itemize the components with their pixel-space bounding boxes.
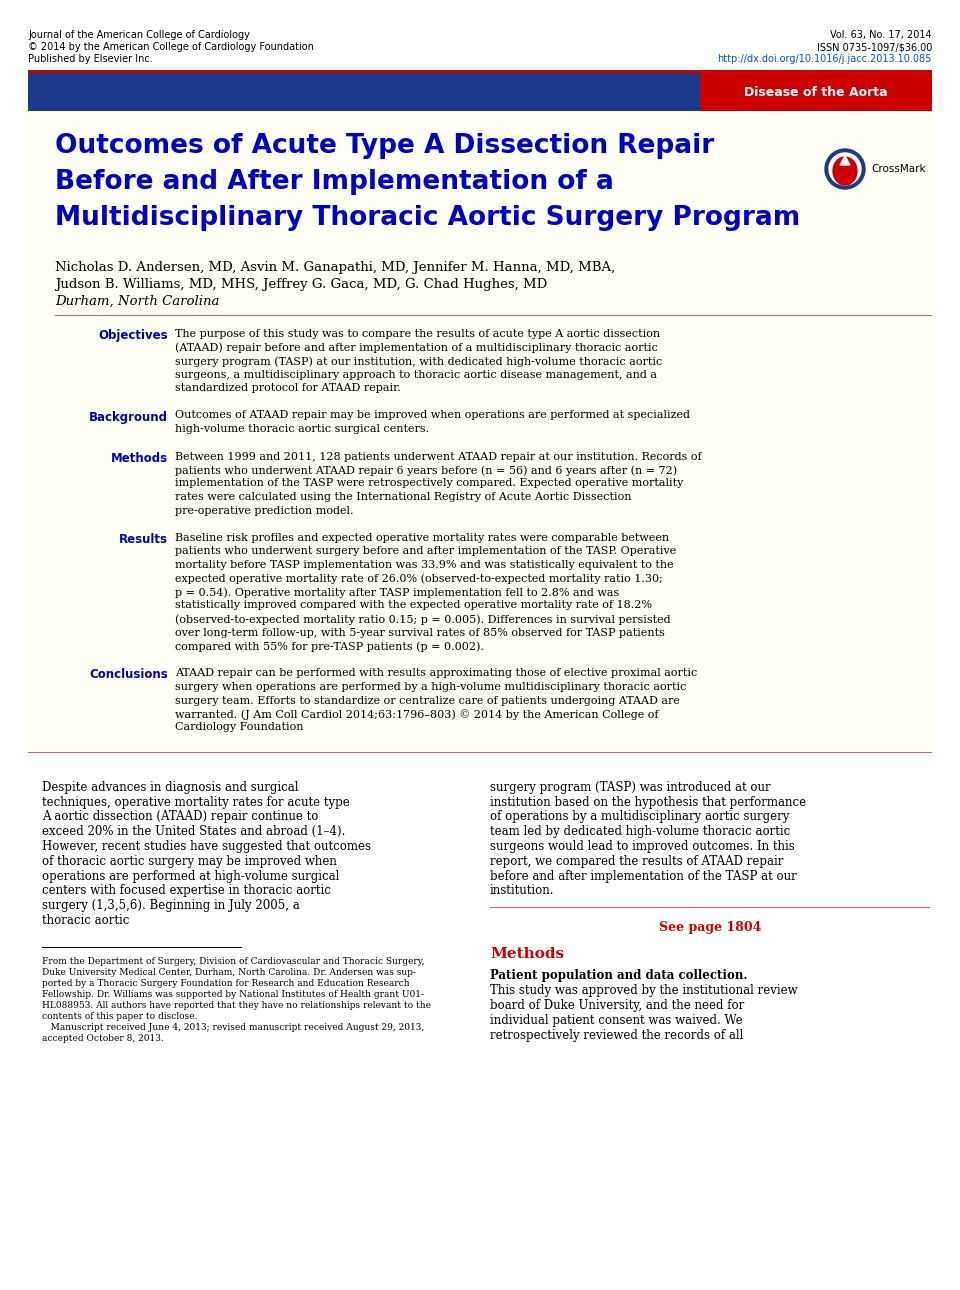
Text: http://dx.doi.org/10.1016/j.jacc.2013.10.085: http://dx.doi.org/10.1016/j.jacc.2013.10… xyxy=(718,54,932,64)
Text: Fellowship. Dr. Williams was supported by National Institutes of Health grant U0: Fellowship. Dr. Williams was supported b… xyxy=(42,989,424,998)
Text: (observed-to-expected mortality ratio 0.15; p = 0.005). Differences in survival : (observed-to-expected mortality ratio 0.… xyxy=(175,614,671,624)
Bar xyxy=(28,111,932,895)
Text: © 2014 by the American College of Cardiology Foundation: © 2014 by the American College of Cardio… xyxy=(28,43,314,52)
Text: Outcomes of ATAAD repair may be improved when operations are performed at specia: Outcomes of ATAAD repair may be improved… xyxy=(175,410,690,421)
Text: mortality before TASP implementation was 33.9% and was statistically equivalent : mortality before TASP implementation was… xyxy=(175,560,674,570)
Text: high-volume thoracic aortic surgical centers.: high-volume thoracic aortic surgical cen… xyxy=(175,424,429,433)
Bar xyxy=(28,753,932,1290)
Text: ported by a Thoracic Surgery Foundation for Research and Education Research: ported by a Thoracic Surgery Foundation … xyxy=(42,979,410,988)
Text: implementation of the TASP were retrospectively compared. Expected operative mor: implementation of the TASP were retrospe… xyxy=(175,479,684,489)
Text: Objectives: Objectives xyxy=(98,329,168,342)
Text: Methods: Methods xyxy=(110,451,168,464)
Text: patients who underwent ATAAD repair 6 years before (n = 56) and 6 years after (n: patients who underwent ATAAD repair 6 ye… xyxy=(175,464,677,476)
Text: patients who underwent surgery before and after implementation of the TASP. Oper: patients who underwent surgery before an… xyxy=(175,547,676,556)
Text: surgery program (TASP) at our institution, with dedicated high-volume thoracic a: surgery program (TASP) at our institutio… xyxy=(175,356,662,366)
Text: ATAAD repair can be performed with results approximating those of elective proxi: ATAAD repair can be performed with resul… xyxy=(175,668,697,679)
Text: A aortic dissection (ATAAD) repair continue to: A aortic dissection (ATAAD) repair conti… xyxy=(42,810,319,823)
Text: of thoracic aortic surgery may be improved when: of thoracic aortic surgery may be improv… xyxy=(42,855,337,868)
Text: board of Duke University, and the need for: board of Duke University, and the need f… xyxy=(490,998,744,1011)
Bar xyxy=(28,74,932,111)
Text: surgery program (TASP) was introduced at our: surgery program (TASP) was introduced at… xyxy=(490,780,771,793)
Text: of operations by a multidisciplinary aortic surgery: of operations by a multidisciplinary aor… xyxy=(490,810,789,823)
Text: statistically improved compared with the expected operative mortality rate of 18: statistically improved compared with the… xyxy=(175,601,652,610)
Polygon shape xyxy=(840,156,850,165)
Text: Durham, North Carolina: Durham, North Carolina xyxy=(55,295,220,308)
Text: contents of this paper to disclose.: contents of this paper to disclose. xyxy=(42,1011,198,1020)
Text: surgeons would lead to improved outcomes. In this: surgeons would lead to improved outcomes… xyxy=(490,840,795,853)
Text: exceed 20% in the United States and abroad (1–4).: exceed 20% in the United States and abro… xyxy=(42,826,346,838)
Text: surgery team. Efforts to standardize or centralize care of patients undergoing A: surgery team. Efforts to standardize or … xyxy=(175,695,680,706)
Text: Disease of the Aorta: Disease of the Aorta xyxy=(744,85,888,98)
Text: ISSN 0735-1097/$36.00: ISSN 0735-1097/$36.00 xyxy=(817,43,932,52)
Text: Nicholas D. Andersen, MD, Asvin M. Ganapathi, MD, Jennifer M. Hanna, MD, MBA,: Nicholas D. Andersen, MD, Asvin M. Ganap… xyxy=(55,261,615,273)
Text: Journal of the American College of Cardiology: Journal of the American College of Cardi… xyxy=(28,30,250,40)
Text: surgery (1,3,5,6). Beginning in July 2005, a: surgery (1,3,5,6). Beginning in July 200… xyxy=(42,899,300,912)
Text: Between 1999 and 2011, 128 patients underwent ATAAD repair at our institution. R: Between 1999 and 2011, 128 patients unde… xyxy=(175,451,702,462)
Text: Judson B. Williams, MD, MHS, Jeffrey G. Gaca, MD, G. Chad Hughes, MD: Judson B. Williams, MD, MHS, Jeffrey G. … xyxy=(55,279,547,292)
Text: centers with focused expertise in thoracic aortic: centers with focused expertise in thorac… xyxy=(42,885,331,898)
Text: thoracic aortic: thoracic aortic xyxy=(42,915,130,928)
Text: warranted. (J Am Coll Cardiol 2014;63:1796–803) © 2014 by the American College o: warranted. (J Am Coll Cardiol 2014;63:17… xyxy=(175,710,659,720)
Text: institution.: institution. xyxy=(490,885,555,898)
Text: institution based on the hypothesis that performance: institution based on the hypothesis that… xyxy=(490,796,806,809)
Text: Published by Elsevier Inc.: Published by Elsevier Inc. xyxy=(28,54,153,64)
Text: report, we compared the results of ATAAD repair: report, we compared the results of ATAAD… xyxy=(490,855,783,868)
Text: Before and After Implementation of a: Before and After Implementation of a xyxy=(55,169,613,195)
Text: From the Department of Surgery, Division of Cardiovascular and Thoracic Surgery,: From the Department of Surgery, Division… xyxy=(42,957,424,966)
Text: before and after implementation of the TASP at our: before and after implementation of the T… xyxy=(490,869,797,882)
Text: Multidisciplinary Thoracic Aortic Surgery Program: Multidisciplinary Thoracic Aortic Surger… xyxy=(55,205,801,231)
Text: Despite advances in diagnosis and surgical: Despite advances in diagnosis and surgic… xyxy=(42,780,299,793)
Text: individual patient consent was waived. We: individual patient consent was waived. W… xyxy=(490,1014,743,1027)
Text: However, recent studies have suggested that outcomes: However, recent studies have suggested t… xyxy=(42,840,371,853)
Bar xyxy=(28,70,932,74)
Text: Cardiology Foundation: Cardiology Foundation xyxy=(175,722,303,733)
Text: Baseline risk profiles and expected operative mortality rates were comparable be: Baseline risk profiles and expected oper… xyxy=(175,533,669,543)
Text: See page 1804: See page 1804 xyxy=(659,921,761,934)
Text: retrospectively reviewed the records of all: retrospectively reviewed the records of … xyxy=(490,1028,743,1041)
Text: Background: Background xyxy=(89,410,168,423)
Text: surgeons, a multidisciplinary approach to thoracic aortic disease management, an: surgeons, a multidisciplinary approach t… xyxy=(175,369,657,379)
Text: over long-term follow-up, with 5-year survival rates of 85% observed for TASP pa: over long-term follow-up, with 5-year su… xyxy=(175,627,665,637)
Text: The purpose of this study was to compare the results of acute type A aortic diss: The purpose of this study was to compare… xyxy=(175,329,660,339)
Text: surgery when operations are performed by a high-volume multidisciplinary thoraci: surgery when operations are performed by… xyxy=(175,682,686,691)
Text: Duke University Medical Center, Durham, North Carolina. Dr. Andersen was sup-: Duke University Medical Center, Durham, … xyxy=(42,968,416,977)
Text: compared with 55% for pre-TASP patients (p = 0.002).: compared with 55% for pre-TASP patients … xyxy=(175,641,484,651)
Text: Patient population and data collection.: Patient population and data collection. xyxy=(490,969,748,982)
Text: pre-operative prediction model.: pre-operative prediction model. xyxy=(175,506,353,516)
Text: Results: Results xyxy=(119,533,168,546)
Text: team led by dedicated high-volume thoracic aortic: team led by dedicated high-volume thorac… xyxy=(490,826,790,838)
Text: Manuscript received June 4, 2013; revised manuscript received August 29, 2013,: Manuscript received June 4, 2013; revise… xyxy=(42,1023,424,1032)
Text: Outcomes of Acute Type A Dissection Repair: Outcomes of Acute Type A Dissection Repa… xyxy=(55,133,714,159)
Text: techniques, operative mortality rates for acute type: techniques, operative mortality rates fo… xyxy=(42,796,349,809)
Text: CrossMark: CrossMark xyxy=(871,164,925,174)
Text: This study was approved by the institutional review: This study was approved by the instituti… xyxy=(490,984,798,997)
Text: Methods: Methods xyxy=(490,947,564,961)
Text: HL088953. All authors have reported that they have no relationships relevant to : HL088953. All authors have reported that… xyxy=(42,1001,431,1010)
Text: Conclusions: Conclusions xyxy=(89,668,168,681)
Text: accepted October 8, 2013.: accepted October 8, 2013. xyxy=(42,1033,164,1042)
Text: standardized protocol for ATAAD repair.: standardized protocol for ATAAD repair. xyxy=(175,383,400,393)
Text: (ATAAD) repair before and after implementation of a multidisciplinary thoracic a: (ATAAD) repair before and after implemen… xyxy=(175,343,658,353)
Text: rates were calculated using the International Registry of Acute Aortic Dissectio: rates were calculated using the Internat… xyxy=(175,491,632,502)
Circle shape xyxy=(829,154,861,184)
Text: p = 0.54). Operative mortality after TASP implementation fell to 2.8% and was: p = 0.54). Operative mortality after TAS… xyxy=(175,587,619,597)
Text: operations are performed at high-volume surgical: operations are performed at high-volume … xyxy=(42,869,340,882)
Bar xyxy=(700,74,932,111)
Text: Vol. 63, No. 17, 2014: Vol. 63, No. 17, 2014 xyxy=(830,30,932,40)
Text: expected operative mortality rate of 26.0% (observed-to-expected mortality ratio: expected operative mortality rate of 26.… xyxy=(175,574,662,584)
Circle shape xyxy=(825,150,865,190)
Ellipse shape xyxy=(833,157,857,184)
